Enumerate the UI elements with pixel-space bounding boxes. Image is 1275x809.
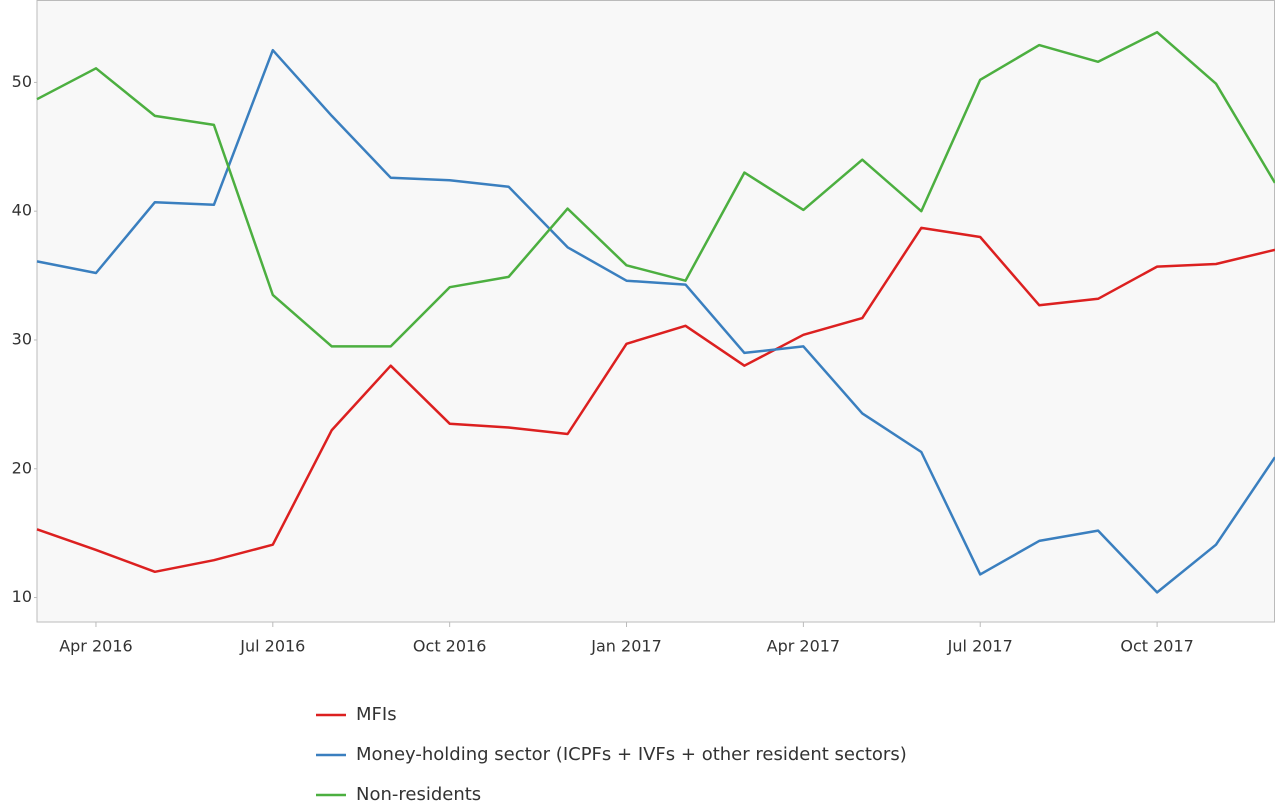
y-tick-label: 30: [12, 329, 32, 348]
x-tick-label: Jan 2017: [590, 637, 661, 656]
y-tick-label: 10: [12, 587, 32, 606]
x-tick-label: Apr 2017: [767, 637, 840, 656]
y-tick-label: 40: [12, 201, 32, 220]
x-tick-label: Oct 2017: [1120, 637, 1193, 656]
legend-label: MFIs: [356, 704, 397, 725]
legend-label: Non-residents: [356, 784, 481, 805]
series-line: [36, 30, 1275, 348]
y-tick-label: 50: [12, 72, 32, 91]
plot-area: [36, 0, 1275, 623]
y-tick-label: 20: [12, 458, 32, 477]
x-tick-label: Oct 2016: [413, 637, 486, 656]
legend-label: Money-holding sector (ICPFs + IVFs + oth…: [356, 744, 907, 765]
series-line: [36, 226, 1275, 574]
series-line: [36, 48, 1275, 594]
x-tick-label: Jul 2016: [239, 637, 305, 656]
x-tick-label: Jul 2017: [947, 637, 1013, 656]
x-tick-label: Apr 2016: [59, 637, 132, 656]
